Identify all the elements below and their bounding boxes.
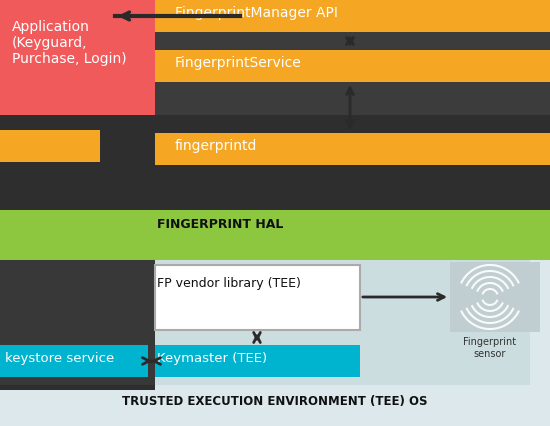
Bar [0, 345, 148, 377]
Bar [0, 0, 550, 115]
Bar [155, 50, 550, 82]
Text: Application
(Keyguard,
Purchase, Login): Application (Keyguard, Purchase, Login) [12, 20, 126, 66]
Bar [155, 265, 530, 385]
Text: keystore service: keystore service [5, 352, 114, 365]
Text: FingerprintService: FingerprintService [175, 56, 302, 70]
Bar [0, 390, 550, 426]
Bar [155, 133, 550, 165]
Bar [0, 130, 100, 162]
Text: Keymaster (TEE): Keymaster (TEE) [157, 352, 267, 365]
Bar [450, 262, 540, 332]
Bar [155, 165, 550, 210]
Bar [0, 210, 550, 260]
Text: fingerprintd: fingerprintd [175, 139, 257, 153]
Bar [155, 210, 360, 260]
Text: FP vendor library (TEE): FP vendor library (TEE) [157, 277, 301, 290]
Bar [155, 345, 360, 377]
Bar [155, 32, 550, 50]
Bar [0, 260, 155, 390]
Text: FINGERPRINT HAL: FINGERPRINT HAL [157, 218, 283, 231]
Bar [0, 210, 550, 260]
Bar [155, 115, 550, 133]
Bar [155, 265, 360, 330]
Bar [0, 260, 550, 390]
Bar [0, 260, 155, 385]
Bar [0, 115, 550, 133]
Text: FingerprintManager API: FingerprintManager API [175, 6, 338, 20]
Text: Fingerprint
sensor: Fingerprint sensor [464, 337, 516, 359]
Bar [0, 390, 550, 426]
Bar [155, 260, 530, 385]
Bar [0, 115, 550, 210]
Bar [0, 0, 155, 115]
Bar [155, 0, 550, 32]
Bar [0, 162, 155, 210]
Bar [155, 82, 550, 115]
Text: TRUSTED EXECUTION ENVIRONMENT (TEE) OS: TRUSTED EXECUTION ENVIRONMENT (TEE) OS [122, 395, 428, 408]
